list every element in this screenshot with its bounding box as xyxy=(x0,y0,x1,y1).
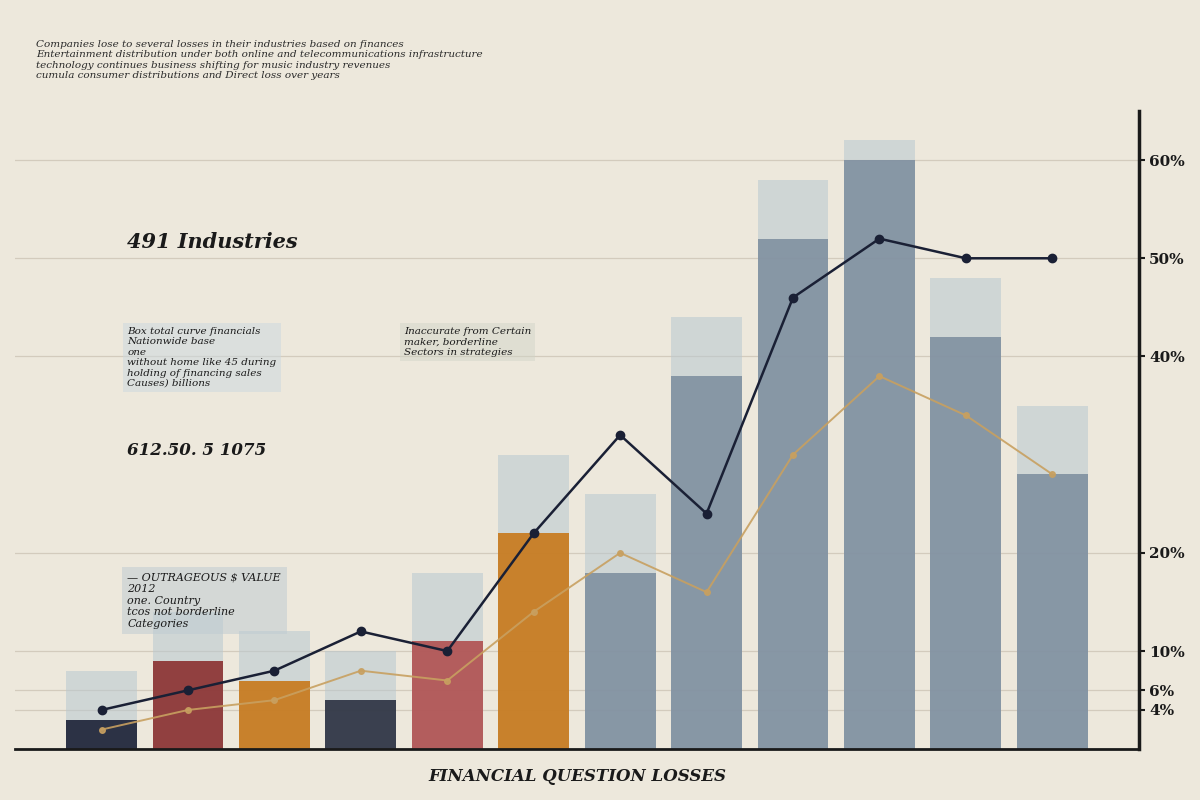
Bar xyxy=(671,318,742,750)
Text: Companies lose to several losses in their industries based on finances
Entertain: Companies lose to several losses in thei… xyxy=(36,40,482,80)
Bar xyxy=(239,631,310,750)
Text: — OUTRAGEOUS $ VALUE
2012
one. Country
tcos not borderline
Categories: — OUTRAGEOUS $ VALUE 2012 one. Country t… xyxy=(127,573,281,629)
Text: Inaccurate from Certain
maker, borderline
Sectors in strategies: Inaccurate from Certain maker, borderlin… xyxy=(404,327,532,357)
Bar xyxy=(152,661,223,750)
Bar xyxy=(66,720,137,750)
Bar xyxy=(930,278,1001,750)
Text: 491 Industries: 491 Industries xyxy=(127,233,298,253)
Text: 612.50. 5 1075: 612.50. 5 1075 xyxy=(127,442,266,458)
Bar xyxy=(1016,406,1087,750)
Bar xyxy=(844,141,914,750)
Bar xyxy=(325,651,396,750)
Text: Box total curve financials
Nationwide base
one
without home like 45 during
holdi: Box total curve financials Nationwide ba… xyxy=(127,327,276,388)
Bar xyxy=(584,573,655,750)
Bar xyxy=(757,238,828,750)
Bar xyxy=(66,670,137,750)
Bar xyxy=(930,337,1001,750)
Bar xyxy=(757,180,828,750)
Bar xyxy=(325,700,396,750)
Bar xyxy=(498,454,569,750)
Bar xyxy=(239,681,310,750)
Bar xyxy=(152,612,223,750)
Bar xyxy=(412,642,482,750)
Bar xyxy=(498,534,569,750)
Bar xyxy=(412,573,482,750)
Bar xyxy=(671,376,742,750)
X-axis label: FINANCIAL QUESTION LOSSES: FINANCIAL QUESTION LOSSES xyxy=(428,768,726,785)
Bar xyxy=(1016,474,1087,750)
Bar xyxy=(844,160,914,750)
Bar xyxy=(584,494,655,750)
